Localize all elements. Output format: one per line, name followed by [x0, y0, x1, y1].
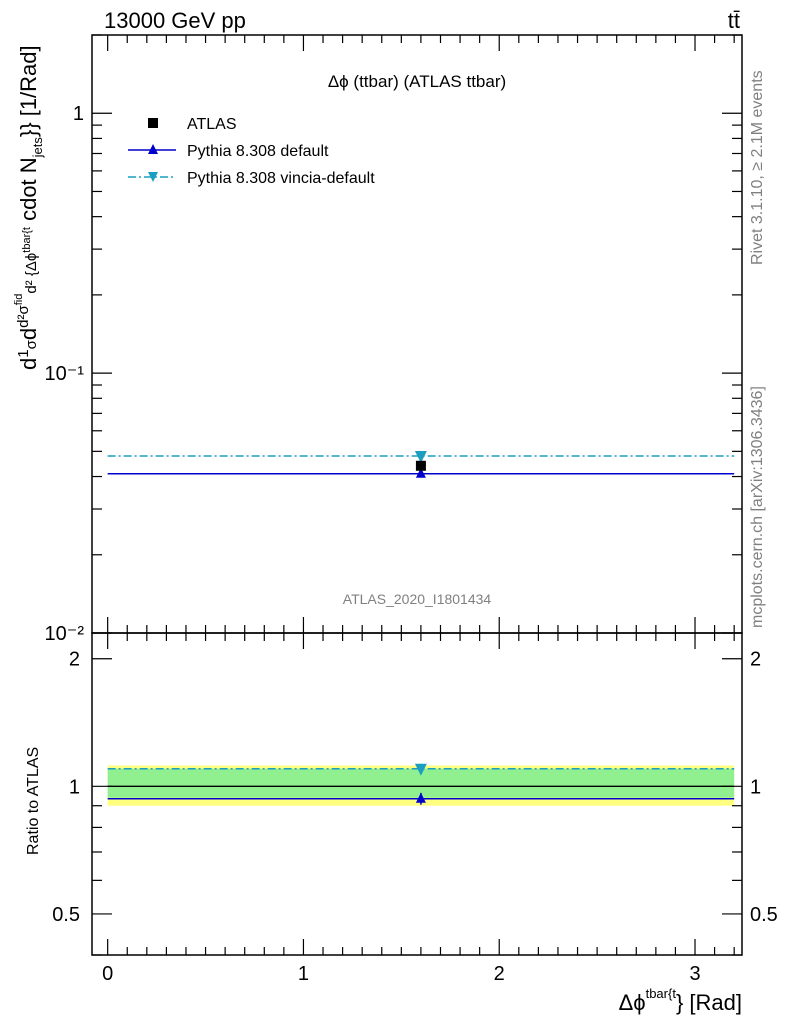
- ratio-panel: 0.5 0.5 1 1 2 2 0 1 2 3 Ratio to ATLAS Δϕtbar{t} …: [25, 632, 778, 1015]
- marker-pythia-default: [415, 467, 426, 478]
- ratio-y-tick-label-right: 2: [750, 649, 761, 671]
- x-axis-label: Δϕtbar{t} [Rad]: [619, 986, 742, 1015]
- legend-marker-pythia-vincia: [148, 172, 158, 182]
- legend-marker-atlas: [148, 118, 158, 128]
- main-axis-ticks: 10⁻² 10⁻¹ 1: [45, 34, 742, 645]
- legend: ATLAS Pythia 8.308 default Pythia 8.308 …: [128, 116, 375, 187]
- y-tick-label: 10⁻¹: [45, 363, 85, 385]
- ratio-axis-ticks: 0.5 0.5 1 1 2 2 0 1 2 3: [52, 633, 778, 985]
- y-tick-label: 10⁻²: [45, 623, 85, 645]
- ratio-y-tick-label-left: 2: [69, 649, 80, 671]
- ratio-marks: [107, 763, 735, 805]
- ratio-plot-frame: [91, 632, 743, 956]
- x-tick-label: 2: [494, 963, 505, 985]
- analysis-label: ATLAS_2020_I1801434: [343, 591, 492, 607]
- legend-marker-pythia-default: [148, 144, 158, 154]
- ratio-marker-pythia-default: [415, 792, 426, 803]
- x-tick-label: 3: [689, 963, 700, 985]
- legend-label-atlas: ATLAS: [187, 116, 237, 133]
- ratio-y-tick-label-left: 0.5: [52, 904, 80, 926]
- svg-text:d1σdd²σfidd² {Δϕtbar{t cdot Nj: d1σdd²σfidd² {Δϕtbar{t cdot Njets}} [1/R…: [13, 45, 45, 370]
- legend-entry-pythia-vincia: Pythia 8.308 vincia-default: [128, 170, 375, 187]
- ratio-marker-pythia-vincia: [414, 763, 427, 776]
- marker-pythia-vincia: [414, 450, 427, 463]
- source-label: mcplots.cern.ch [arXiv:1306.3436]: [749, 386, 766, 628]
- y-tick-label: 1: [73, 103, 84, 125]
- main-marks: [107, 450, 735, 478]
- marker-atlas: [415, 460, 426, 471]
- legend-label-pythia-default: Pythia 8.308 default: [187, 143, 329, 160]
- x-tick-label: 0: [102, 963, 113, 985]
- legend-entry-pythia-default: Pythia 8.308 default: [128, 143, 329, 160]
- process-label: tt̄: [728, 8, 740, 33]
- ratio-y-tick-label-left: 1: [69, 776, 80, 798]
- rivet-label: Rivet 3.1.10, ≥ 2.1M events: [749, 70, 766, 265]
- ratio-y-axis-label: Ratio to ATLAS: [25, 747, 42, 855]
- main-panel: 10⁻² 10⁻¹ 1 Δϕ (ttbar) (ATLAS ttbar) ATLAS…: [13, 34, 743, 645]
- legend-label-pythia-vincia: Pythia 8.308 vincia-default: [187, 170, 375, 187]
- main-y-axis-label: d1σdd²σfidd² {Δϕtbar{t cdot Njets}} [1/R…: [13, 45, 45, 370]
- legend-entry-atlas: ATLAS: [148, 116, 237, 133]
- main-title: Δϕ (ttbar) (ATLAS ttbar): [328, 72, 506, 91]
- x-tick-label: 1: [298, 963, 309, 985]
- ratio-y-tick-label-right: 0.5: [750, 904, 778, 926]
- ratio-y-tick-label-right: 1: [750, 776, 761, 798]
- energy-label: 13000 GeV pp: [104, 8, 246, 33]
